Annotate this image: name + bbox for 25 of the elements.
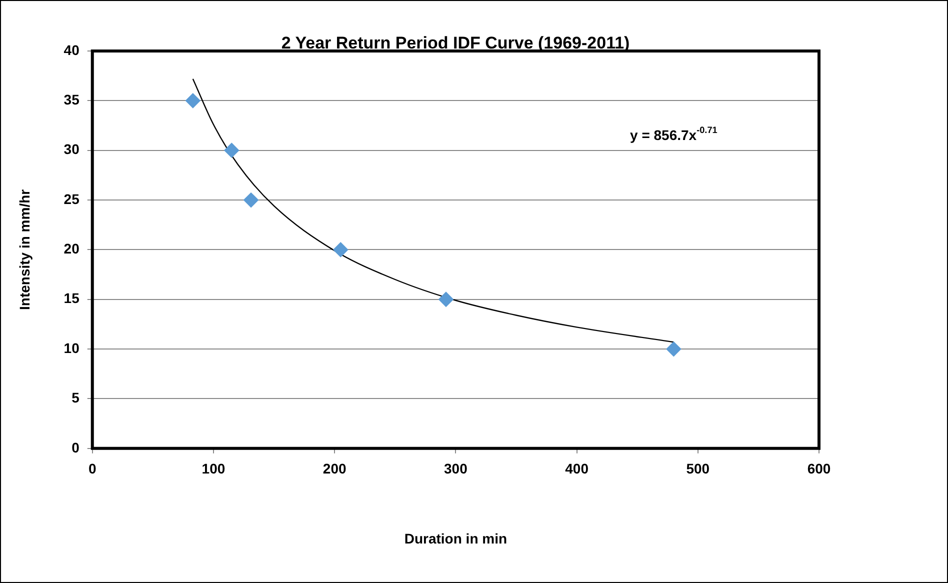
point bbox=[333, 242, 348, 258]
point bbox=[185, 93, 200, 108]
y-tick-label: 5 bbox=[72, 390, 80, 406]
y-tick-label: 25 bbox=[64, 190, 80, 207]
y-tick-label: 10 bbox=[64, 340, 80, 356]
y-tick-label: 40 bbox=[64, 42, 80, 58]
x-tick-label: 500 bbox=[686, 460, 710, 477]
y-tick-label: 35 bbox=[64, 92, 80, 108]
x-tick-label: 600 bbox=[807, 460, 831, 477]
x-axis-title: Duration in min bbox=[404, 530, 508, 546]
point bbox=[224, 142, 240, 158]
x-tick-label: 0 bbox=[88, 460, 96, 477]
x-tick-label: 100 bbox=[202, 460, 226, 477]
y-tick-label: 0 bbox=[72, 439, 80, 456]
y-axis-title: Intensity in mm/hr bbox=[16, 188, 32, 310]
point bbox=[438, 292, 454, 307]
chart-title: 2 Year Return Period IDF Curve (1969-2011) bbox=[281, 34, 630, 53]
x-tick-label: 400 bbox=[565, 460, 589, 477]
point bbox=[244, 192, 259, 208]
y-tick-label: 15 bbox=[64, 290, 80, 306]
x-tick-label: 300 bbox=[444, 460, 468, 477]
y-tick-label: 30 bbox=[64, 141, 80, 158]
y-tick-label: 20 bbox=[64, 240, 80, 257]
point bbox=[666, 342, 682, 357]
x-tick-label: 200 bbox=[322, 460, 346, 477]
